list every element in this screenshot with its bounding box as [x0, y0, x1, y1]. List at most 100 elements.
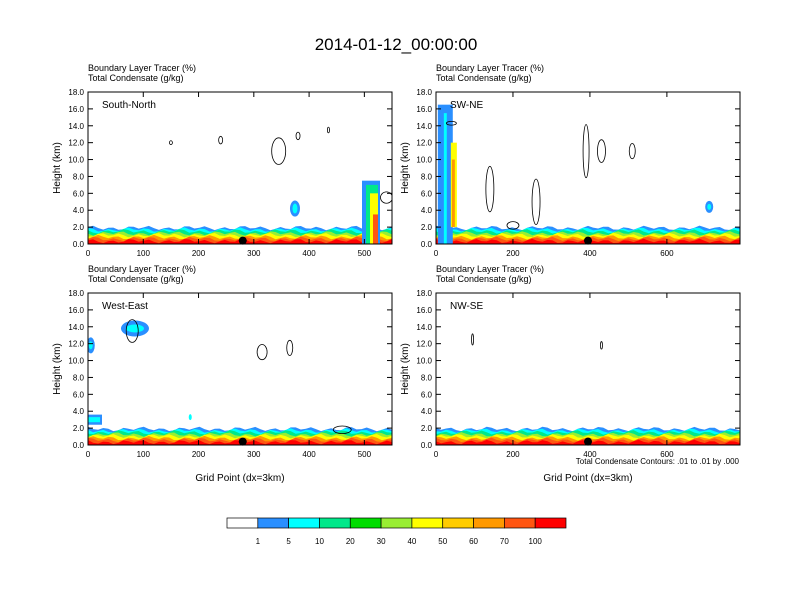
x-tick-label: 200: [192, 450, 206, 459]
x-tick-label: 500: [358, 249, 372, 258]
y-tick-label: 6.0: [73, 390, 85, 399]
y-tick-label: 8.0: [73, 172, 85, 181]
plot-frame: [435, 292, 741, 446]
header-condensate: Total Condensate (g/kg): [436, 73, 532, 83]
x-tick-label: 0: [86, 249, 91, 258]
condensate-contour: [125, 319, 139, 343]
tracer-field: [88, 320, 392, 445]
colorbar-swatch: [319, 517, 351, 529]
x-tick-label: 400: [302, 249, 316, 258]
y-tick-label: 0.0: [421, 441, 433, 450]
y-tick-label: 0.0: [421, 240, 433, 249]
condensate-contour: [485, 165, 495, 213]
colorbar-swatch: [257, 517, 289, 529]
colorbar-label: 20: [346, 537, 355, 546]
y-tick-label: 2.0: [421, 424, 433, 433]
y-tick-label: 10.0: [68, 357, 84, 366]
tracer-plume: [437, 104, 457, 244]
x-tick-label: 0: [86, 450, 91, 459]
plot-frame: [87, 91, 393, 245]
plume-cell: [292, 203, 298, 214]
y-tick-label: 12.0: [68, 139, 84, 148]
colorbar-swatch: [380, 517, 413, 529]
x-tick-label: 300: [247, 249, 261, 258]
condensate-contour: [628, 143, 636, 160]
condensate-contour: [286, 339, 294, 356]
header-tracer: Boundary Layer Tracer (%): [88, 264, 196, 274]
panel-west-east: Boundary Layer Tracer (%)Total Condensat…: [52, 264, 393, 484]
panel-label: West-East: [102, 301, 148, 312]
tracer-patch: [188, 414, 192, 421]
y-tick-label: 8.0: [73, 373, 85, 382]
y-tick-label: 4.0: [421, 407, 433, 416]
y-tick-label: 16.0: [416, 306, 432, 315]
colorbar: 1 5 10 20 30 40 50 60 70 100: [226, 517, 567, 546]
y-tick-label: 8.0: [421, 373, 433, 382]
colorbar-label: 30: [377, 537, 386, 546]
y-tick-label: 12.0: [416, 340, 432, 349]
plume-column: [443, 113, 447, 244]
y-tick-label: 6.0: [73, 189, 85, 198]
y-tick-label: 18.0: [416, 88, 432, 97]
location-marker: [238, 437, 247, 446]
condensate-contour: [218, 135, 224, 145]
tracer-patch: [125, 324, 144, 333]
y-tick-label: 6.0: [421, 189, 433, 198]
condensate-contour: [271, 137, 287, 165]
contour-footnote: Total Condensate Contours: .01 to .01 by…: [576, 457, 740, 466]
panels-group: Boundary Layer Tracer (%)Total Condensat…: [52, 63, 741, 484]
colorbar-label: 1: [256, 537, 261, 546]
colorbar-label: 70: [500, 537, 509, 546]
panel-nw-se: Boundary Layer Tracer (%)Total Condensat…: [400, 264, 741, 484]
colorbar-label: 40: [407, 537, 416, 546]
colorbar-swatch: [504, 517, 536, 529]
y-tick-label: 12.0: [68, 340, 84, 349]
colorbar-label: 50: [438, 537, 447, 546]
y-tick-label: 8.0: [421, 172, 433, 181]
condensate-contour: [380, 191, 392, 204]
panel-label: NW-SE: [450, 301, 483, 312]
y-tick-label: 6.0: [421, 390, 433, 399]
colorbar-label: 5: [286, 537, 291, 546]
tracer-patch: [88, 341, 93, 350]
y-tick-label: 0.0: [73, 240, 85, 249]
y-tick-label: 18.0: [416, 289, 432, 298]
y-tick-label: 14.0: [416, 122, 432, 131]
x-axis-label: Grid Point (dx=3km): [543, 473, 632, 484]
header-condensate: Total Condensate (g/kg): [88, 274, 184, 284]
x-tick-label: 0: [434, 450, 439, 459]
condensate-contour: [471, 333, 474, 346]
condensate-contour: [582, 124, 590, 179]
x-tick-label: 500: [358, 450, 372, 459]
y-tick-label: 12.0: [416, 139, 432, 148]
x-tick-label: 400: [302, 450, 316, 459]
y-tick-label: 2.0: [421, 223, 433, 232]
y-tick-label: 2.0: [73, 223, 85, 232]
x-axis-label: Grid Point (dx=3km): [195, 473, 284, 484]
colorbar-swatch: [288, 517, 320, 529]
header-tracer: Boundary Layer Tracer (%): [436, 63, 544, 73]
tracer-field: [88, 180, 392, 244]
condensate-contour: [169, 140, 173, 145]
panel-sw-ne: Boundary Layer Tracer (%)Total Condensat…: [400, 63, 741, 258]
x-tick-label: 200: [506, 249, 520, 258]
condensate-contour: [600, 341, 603, 350]
y-tick-label: 14.0: [68, 323, 84, 332]
condensate-contour: [332, 425, 352, 434]
condensate-contours: [125, 319, 352, 434]
y-tick-label: 16.0: [68, 306, 84, 315]
y-tick-label: 16.0: [68, 105, 84, 114]
x-tick-label: 400: [583, 450, 597, 459]
condensate-contour: [506, 221, 520, 230]
condensate-contours: [471, 333, 603, 350]
colorbar-label: 60: [469, 537, 478, 546]
y-tick-label: 10.0: [68, 156, 84, 165]
location-marker: [584, 236, 592, 245]
x-tick-label: 200: [192, 249, 206, 258]
tracer-plume: [289, 180, 380, 244]
plume-column: [451, 159, 455, 228]
y-tick-label: 4.0: [73, 206, 85, 215]
condensate-contour: [445, 120, 457, 126]
x-tick-label: 400: [583, 249, 597, 258]
